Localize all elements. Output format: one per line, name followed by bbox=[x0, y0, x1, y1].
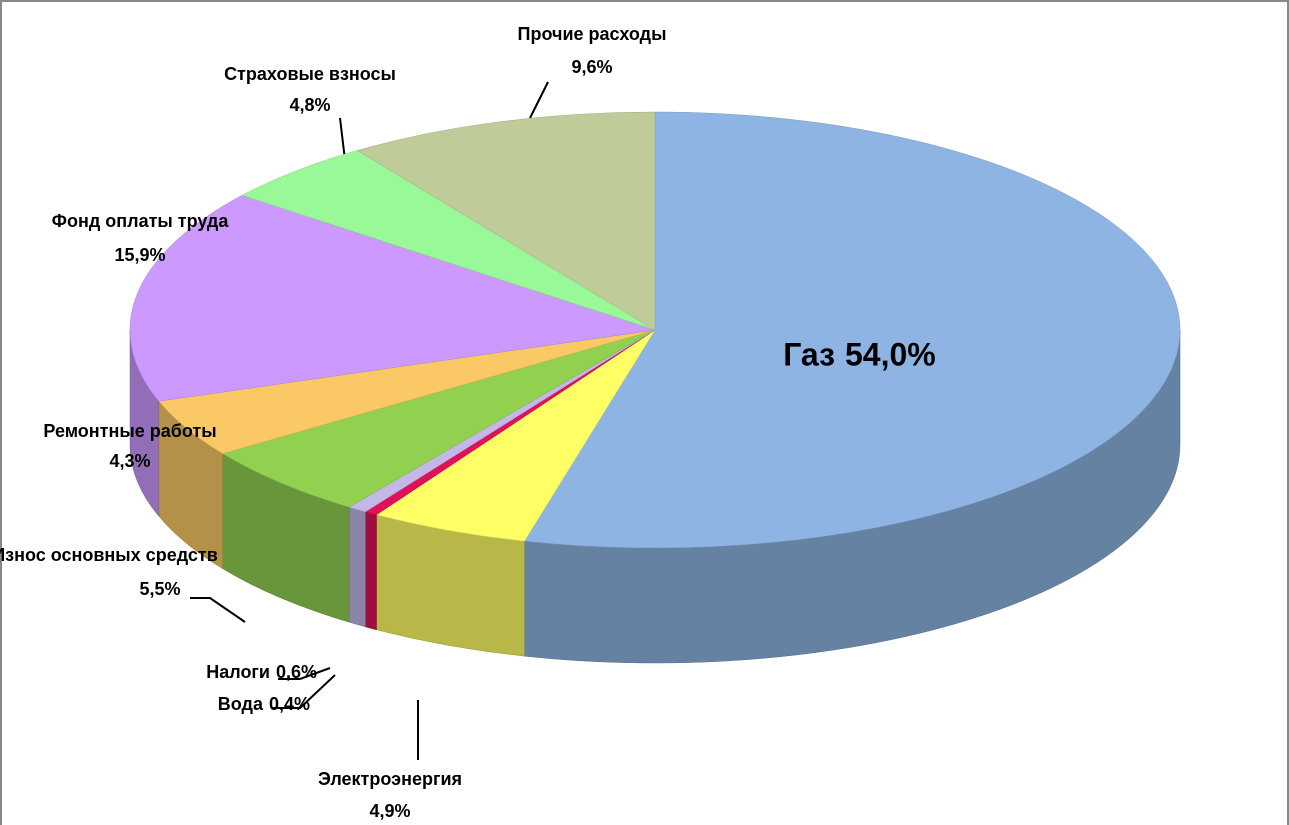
pie-slice bbox=[524, 111, 1181, 549]
pie-slice bbox=[375, 329, 656, 542]
pie-tops bbox=[129, 111, 1181, 549]
value-label: 5,5% bbox=[139, 579, 180, 599]
value-label: 15,9% bbox=[114, 245, 165, 265]
leader-line bbox=[529, 81, 549, 119]
slice-label: Фонд оплаты труда bbox=[52, 211, 230, 231]
slice-label: Электроэнергия bbox=[318, 769, 462, 789]
slice-label: Ремонтные работы bbox=[43, 421, 216, 441]
leader-line bbox=[190, 597, 246, 623]
slice-label: Страховые взносы bbox=[224, 64, 396, 84]
leader-line bbox=[278, 667, 331, 680]
slice-label: Износ основных средств bbox=[0, 545, 218, 565]
pie-slice bbox=[129, 195, 656, 402]
pie-slice-side bbox=[348, 506, 366, 628]
value-label: 4,3% bbox=[109, 451, 150, 471]
slice-label: Прочие расходы bbox=[518, 24, 667, 44]
pie-slice bbox=[222, 329, 656, 508]
value-label: 4,8% bbox=[289, 95, 330, 115]
value-label: 4,9% bbox=[369, 801, 410, 821]
slice-label: Налоги bbox=[206, 662, 270, 682]
leader-lines bbox=[190, 81, 549, 760]
slice-label: Газ bbox=[783, 336, 835, 372]
pie-slice bbox=[241, 150, 656, 331]
pie-slice bbox=[356, 111, 656, 331]
value-label: 0,6% bbox=[276, 662, 317, 682]
value-label: 9,6% bbox=[571, 57, 612, 77]
leader-line bbox=[272, 674, 336, 709]
value-label: 54,0% bbox=[845, 336, 936, 372]
value-label: 0,4% bbox=[269, 694, 310, 714]
slice-label: Вода bbox=[218, 694, 264, 714]
pie-sides bbox=[129, 329, 1181, 664]
pie-slice-side bbox=[365, 511, 377, 631]
leader-line bbox=[339, 117, 346, 161]
